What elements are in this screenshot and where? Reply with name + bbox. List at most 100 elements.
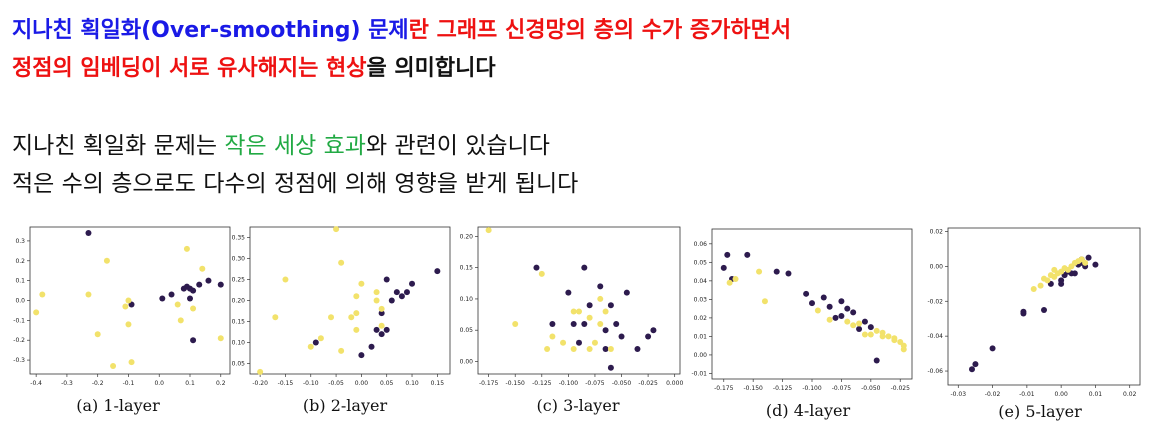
point-dark (576, 339, 582, 346)
point-dark (607, 302, 614, 309)
point-dark (217, 281, 224, 288)
point-light (125, 321, 132, 328)
body-line-1: 지나친 획일화 문제는 작은 세상 효과와 관련이 있습니다 (12, 126, 550, 160)
point-light (597, 295, 604, 302)
point-dark (85, 229, 92, 236)
point-dark (720, 264, 727, 271)
point-dark (570, 320, 577, 327)
y-tick-label: 0.20 (232, 298, 246, 305)
point-light (570, 308, 577, 315)
point-light (861, 331, 868, 338)
point-light (1037, 282, 1044, 289)
y-tick-label: 0.10 (232, 340, 246, 347)
point-light (199, 265, 206, 272)
x-tick-label: -0.125 (532, 380, 552, 387)
point-light (586, 314, 593, 321)
point-dark (969, 366, 975, 373)
point-light (1041, 275, 1047, 282)
x-tick-label: -0.05 (328, 380, 344, 387)
x-tick-label: 0.10 (405, 380, 419, 387)
x-tick-label: 0.15 (431, 380, 445, 387)
point-light (39, 291, 46, 298)
x-tick-label: 0.00 (355, 380, 369, 387)
y-tick-label: 0.01 (694, 333, 708, 340)
point-dark (634, 345, 641, 352)
y-tick-label: 0.00 (930, 263, 944, 270)
point-dark (398, 293, 405, 300)
plot-caption: (b) 2-layer (302, 396, 388, 415)
x-tick-label: -0.15 (278, 380, 294, 387)
heading-line-2: 정점의 임베딩이 서로 유사해지는 현상을 의미합니다 (12, 50, 496, 82)
point-light (900, 346, 907, 353)
point-light (814, 307, 821, 314)
point-light (94, 331, 101, 338)
point-light (1051, 266, 1058, 273)
x-tick-label: 0.02 (1123, 391, 1137, 398)
point-dark (581, 264, 588, 271)
point-dark (867, 324, 874, 331)
x-tick-label: -0.175 (714, 385, 734, 392)
x-tick-label: 0.05 (380, 380, 394, 387)
point-light (844, 318, 851, 325)
point-light (885, 333, 892, 340)
point-light (756, 268, 763, 275)
y-tick-label: 0.06 (694, 241, 708, 248)
y-tick-label: -0.3 (13, 357, 25, 364)
y-tick-label: 0.05 (460, 327, 474, 334)
point-dark (378, 310, 385, 317)
point-light (576, 308, 582, 315)
plot-caption: (c) 3-layer (536, 396, 620, 415)
y-tick-label: 0.30 (232, 256, 246, 263)
point-light (549, 333, 556, 340)
x-tick-label: -0.125 (773, 385, 793, 392)
point-dark (1020, 308, 1027, 315)
point-dark (383, 276, 390, 283)
point-dark (645, 333, 652, 340)
y-tick-label: 0.15 (460, 265, 474, 272)
x-tick-label: -0.025 (638, 380, 658, 387)
point-light (538, 270, 545, 277)
y-tick-label: -0.06 (927, 368, 943, 375)
small-world-term: 작은 세상 효과 (224, 133, 366, 159)
x-tick-label: 0.01 (1089, 391, 1103, 398)
plot-caption: (e) 5-layer (998, 402, 1082, 421)
point-light (378, 305, 385, 312)
heading-suffix: 을 의미합니다 (366, 56, 496, 81)
point-dark (602, 345, 609, 352)
point-dark (972, 361, 979, 368)
point-dark (533, 264, 540, 271)
y-tick-label: 0.05 (694, 259, 708, 266)
point-dark (861, 318, 868, 325)
point-dark (838, 313, 845, 320)
point-dark (358, 352, 365, 359)
point-dark (724, 251, 731, 258)
y-tick-label: -0.04 (927, 333, 943, 340)
x-tick-label: -0.075 (585, 380, 605, 387)
point-dark (168, 291, 175, 298)
point-dark (378, 331, 385, 338)
point-dark (803, 290, 810, 297)
point-dark (623, 289, 630, 296)
point-light (1071, 259, 1078, 266)
point-light (128, 359, 135, 366)
point-dark (1041, 306, 1047, 313)
point-light (177, 317, 184, 324)
x-tick-label: -0.03 (951, 391, 967, 398)
x-tick-label: -0.01 (1019, 391, 1035, 398)
heading-definition-b: 정점의 임베딩이 서로 유사해지는 현상 (12, 56, 367, 81)
y-tick-label: 0.10 (460, 296, 474, 303)
plot-frame (947, 227, 1141, 386)
x-tick-label: -0.3 (61, 380, 73, 387)
point-dark (809, 300, 815, 307)
point-dark (434, 268, 441, 275)
point-light (110, 363, 117, 370)
point-dark (196, 281, 203, 288)
point-light (272, 314, 279, 321)
y-tick-label: -0.02 (927, 298, 943, 305)
x-tick-label: -0.20 (252, 380, 268, 387)
point-dark (205, 277, 212, 284)
point-light (1082, 259, 1089, 266)
point-dark (844, 305, 851, 312)
